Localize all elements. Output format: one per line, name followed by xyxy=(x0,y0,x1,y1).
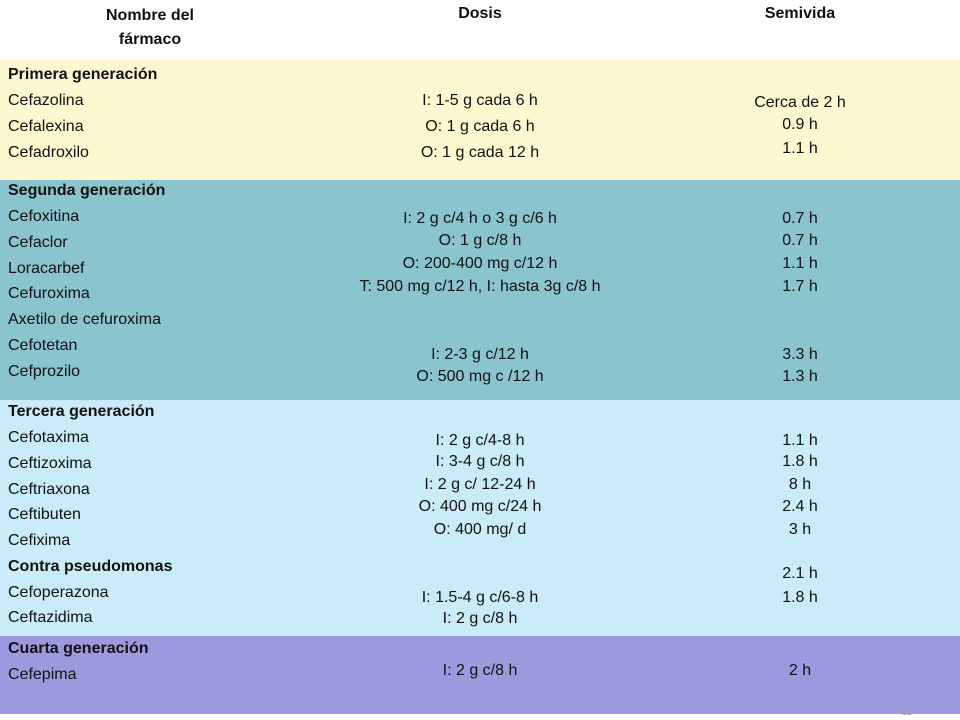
drug-name: Cefotaxima xyxy=(8,429,89,446)
dose-value: I: 1-5 g cada 6 h xyxy=(422,92,538,109)
dose-value: O: 1 g c/8 h xyxy=(438,232,522,249)
drug-name: Cefprozilo xyxy=(8,363,81,380)
drug-name: Cefixima xyxy=(8,532,71,549)
dose-value: O: 400 mg/ d xyxy=(433,521,527,538)
halflife-value: 1.8 h xyxy=(782,589,818,606)
second-halflife-column: 0.7 h 0.7 h 1.1 h 1.7 h 3.3 h 1.3 h xyxy=(700,180,900,400)
dose-value: O: 400 mg c/24 h xyxy=(418,498,542,515)
dose-value: I: 3-4 g c/8 h xyxy=(435,453,525,470)
drug-name: Cefalexina xyxy=(8,118,84,135)
halflife-value: Cerca de 2 h xyxy=(754,94,846,111)
first-title: Primera generación xyxy=(8,66,158,83)
first-drug-column: Primera generación Cefazolina Cefalexina… xyxy=(8,60,268,180)
drug-name: Cefoperazona xyxy=(8,584,109,601)
dose-value: I: 2-3 g c/12 h xyxy=(431,346,529,363)
header-col-halflife: Semivida xyxy=(764,5,836,22)
third-dose-column: I: 2 g c/4-8 h I: 3-4 g c/8 h I: 2 g c/ … xyxy=(280,400,680,636)
halflife-value: 3 h xyxy=(788,521,812,538)
third-title: Tercera generación xyxy=(8,403,155,420)
first-halflife-column: Cerca de 2 h 0.9 h 1.1 h xyxy=(700,60,900,180)
dose-value: O: 1 g cada 6 h xyxy=(425,118,535,135)
halflife-value: 8 h xyxy=(788,476,812,493)
second-drug-column: Segunda generación Cefoxitina Cefaclor L… xyxy=(8,180,268,400)
halflife-value: 1.8 h xyxy=(782,453,818,470)
section-second-generation: Segunda generación Cefoxitina Cefaclor L… xyxy=(0,180,960,400)
drug-name: Cefuroxima xyxy=(8,285,90,302)
halflife-value: 0.7 h xyxy=(782,210,818,227)
halflife-value: 3.3 h xyxy=(782,346,818,363)
dose-value: I: 2 g c/4-8 h xyxy=(435,432,525,449)
dose-value: I: 2 g c/8 h xyxy=(442,610,518,627)
fourth-drug-column: Cuarta generación Cefepima xyxy=(8,636,268,714)
third-subtitle: Contra pseudomonas xyxy=(8,558,173,575)
drug-name: Ceftriaxona xyxy=(8,481,90,498)
drug-name: Cefepima xyxy=(8,666,77,683)
dose-value: I: 2 g c/ 12-24 h xyxy=(424,476,536,493)
drug-name: Ceftibuten xyxy=(8,506,81,523)
dose-value: I: 2 g c/8 h xyxy=(442,662,518,679)
third-drug-column: Tercera generación Cefotaxima Ceftizoxim… xyxy=(8,400,268,636)
drug-name: Cefaclor xyxy=(8,234,68,251)
fourth-dose-column: I: 2 g c/8 h xyxy=(280,636,680,714)
second-dose-column: I: 2 g c/4 h o 3 g c/6 h O: 1 g c/8 h O:… xyxy=(280,180,680,400)
dose-value: O: 1 g cada 12 h xyxy=(420,144,540,161)
dose-value: I: 1.5-4 g c/6-8 h xyxy=(421,589,539,606)
header-col-name: Nombre del fármaco xyxy=(60,4,240,52)
drug-name: Cefoxitina xyxy=(8,208,80,225)
drug-name: Cefadroxilo xyxy=(8,144,89,161)
halflife-value: 0.9 h xyxy=(782,116,818,133)
section-third-generation: Tercera generación Cefotaxima Ceftizoxim… xyxy=(0,400,960,636)
drug-name: Axetilo de cefuroxima xyxy=(8,311,161,328)
third-halflife-column: 1.1 h 1.8 h 8 h 2.4 h 3 h 2.1 h 1.8 h xyxy=(700,400,900,636)
halflife-value: 0.7 h xyxy=(782,232,818,249)
section-fourth-generation: Cuarta generación Cefepima I: 2 g c/8 h … xyxy=(0,636,960,714)
halflife-value: 2 h xyxy=(788,662,812,679)
halflife-value: 2.1 h xyxy=(782,565,818,582)
halflife-value: 1.7 h xyxy=(782,278,818,295)
header-col-dose: Dosis xyxy=(458,5,502,22)
first-dose-column: I: 1-5 g cada 6 h O: 1 g cada 6 h O: 1 g… xyxy=(280,60,680,180)
dose-value: O: 200-400 mg c/12 h xyxy=(402,255,558,272)
drug-name: Ceftizoxima xyxy=(8,455,92,472)
halflife-value: 2.4 h xyxy=(782,498,818,515)
halflife-value: 1.1 h xyxy=(782,140,818,157)
halflife-value: 1.1 h xyxy=(782,432,818,449)
halflife-value: 1.3 h xyxy=(782,368,818,385)
page-number-watermark: 11 xyxy=(901,707,912,718)
fourth-halflife-column: 2 h xyxy=(700,636,900,714)
dose-value: T: 500 mg c/12 h, I: hasta 3g c/8 h xyxy=(359,278,601,295)
halflife-value: 1.1 h xyxy=(782,255,818,272)
drug-name: Loracarbef xyxy=(8,260,85,277)
drug-name: Ceftazidima xyxy=(8,609,93,626)
dose-value: I: 2 g c/4 h o 3 g c/6 h xyxy=(403,210,557,227)
header-col-name-line2: fármaco xyxy=(118,31,182,48)
section-first-generation: Primera generación Cefazolina Cefalexina… xyxy=(0,60,960,180)
header-col-name-line1: Nombre del xyxy=(105,7,194,24)
drug-name: Cefotetan xyxy=(8,337,78,354)
dose-value: O: 500 mg c /12 h xyxy=(416,368,544,385)
second-title: Segunda generación xyxy=(8,182,166,199)
drug-name: Cefazolina xyxy=(8,92,84,109)
fourth-title: Cuarta generación xyxy=(8,640,149,657)
